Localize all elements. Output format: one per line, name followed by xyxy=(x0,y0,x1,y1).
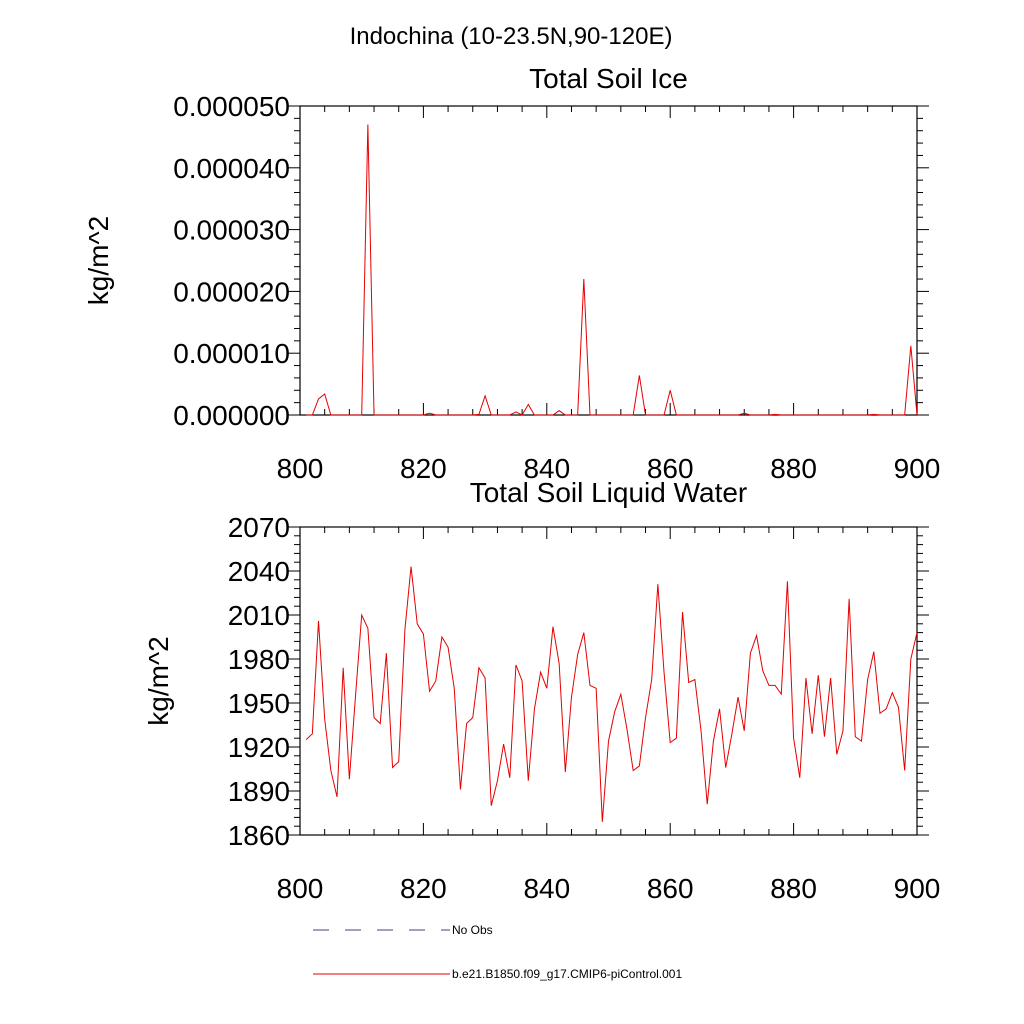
y-tick-label: 2070 xyxy=(228,512,290,543)
x-tick-label: 880 xyxy=(770,873,817,904)
y-axis-title: kg/m^2 xyxy=(143,636,174,725)
x-tick-label: 860 xyxy=(647,453,694,484)
y-tick-label: 1950 xyxy=(228,688,290,719)
x-tick-label: 820 xyxy=(400,873,447,904)
y-tick-label: 1920 xyxy=(228,732,290,763)
plot-frame xyxy=(299,526,918,836)
x-tick-label: 840 xyxy=(523,873,570,904)
y-tick-label: 0.000030 xyxy=(173,215,290,246)
x-tick-label: 900 xyxy=(894,873,941,904)
y-tick-label: 0.000050 xyxy=(173,91,290,122)
legend-entry-1: No Obs xyxy=(313,923,493,937)
x-tick-label: 820 xyxy=(400,453,447,484)
series-line-1 xyxy=(306,124,918,416)
y-tick-label: 2040 xyxy=(228,556,290,587)
x-tick-label: 860 xyxy=(647,873,694,904)
y-axis-title: kg/m^2 xyxy=(83,216,114,305)
figure-super-title: Indochina (10-23.5N,90-120E) xyxy=(350,23,673,50)
y-tick-label: 0.000010 xyxy=(173,338,290,369)
y-tick-label: 0.000020 xyxy=(173,276,290,307)
y-tick-label: 1980 xyxy=(228,644,290,675)
x-tick-label: 800 xyxy=(277,873,324,904)
legend-label: No Obs xyxy=(452,923,493,937)
legend-entry-2: b.e21.B1850.f09_g17.CMIP6-piControl.001 xyxy=(313,967,682,981)
y-tick-label: 2010 xyxy=(228,600,290,631)
plot-frame xyxy=(299,105,918,416)
y-tick-label: 1890 xyxy=(228,776,290,807)
panel-title: Total Soil Ice xyxy=(529,63,688,94)
chart-panel-2: 800 820 840 860 880 900 1860 1890 1920 1950 1980 20… xyxy=(143,477,940,904)
panel-title: Total Soil Liquid Water xyxy=(470,477,748,508)
series-line-1 xyxy=(305,566,918,822)
y-tick-label: 0.000040 xyxy=(173,153,290,184)
x-tick-label: 800 xyxy=(277,453,324,484)
legend: No Obs b.e21.B1850.f09_g17.CMIP6-piContro… xyxy=(313,923,682,981)
x-tick-label: 880 xyxy=(770,453,817,484)
legend-label: b.e21.B1850.f09_g17.CMIP6-piControl.001 xyxy=(452,967,682,981)
y-tick-label: 0.000000 xyxy=(173,400,290,431)
x-tick-label: 840 xyxy=(523,453,570,484)
chart-panel-1: 800 820 840 860 880 900 0.000000 0.000010 0.0000… xyxy=(83,63,940,484)
y-tick-label: 1860 xyxy=(228,820,290,851)
x-tick-label: 900 xyxy=(894,453,941,484)
